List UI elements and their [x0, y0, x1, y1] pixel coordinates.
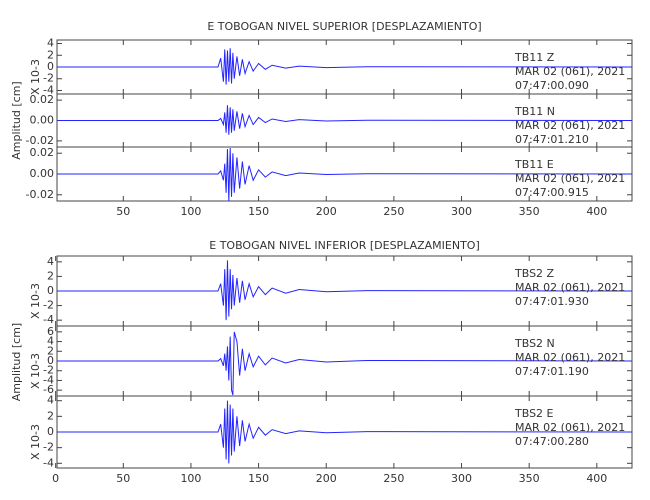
y-tick-label: 0 — [47, 284, 54, 297]
trace-station: TB11 N — [514, 105, 555, 118]
axis-multiplier: X 10-3 — [29, 59, 42, 95]
trace-date: MAR 02 (061), 2021 — [515, 172, 625, 185]
trace-date: MAR 02 (061), 2021 — [515, 421, 625, 434]
y-tick-label: 0.02 — [30, 93, 55, 106]
y-tick-label: 2 — [47, 269, 54, 282]
y-tick-label: 4 — [47, 255, 54, 268]
y-tick-label: 4 — [47, 37, 54, 50]
y-axis-label: Amplitud [cm] — [10, 81, 23, 159]
waveform — [57, 260, 633, 321]
x-tick-label: 150 — [248, 205, 269, 218]
y-tick-label: -4 — [43, 83, 54, 96]
waveform — [57, 48, 633, 85]
trace-date: MAR 02 (061), 2021 — [515, 351, 625, 364]
x-tick-label: 0 — [52, 472, 59, 485]
chart-title: E TOBOGAN NIVEL SUPERIOR [DESPLAZAMIENTO… — [207, 20, 481, 33]
trace-station: TBS2 E — [514, 407, 554, 420]
y-tick-label: 0.00 — [30, 167, 55, 180]
y-tick-label: 0 — [47, 425, 54, 438]
y-tick-label: -2 — [43, 364, 54, 377]
x-tick-label: 100 — [180, 472, 201, 485]
x-tick-label: 350 — [519, 472, 540, 485]
y-tick-label: -2 — [43, 441, 54, 454]
y-tick-label: 4 — [47, 394, 54, 407]
y-tick-label: 0.00 — [30, 114, 55, 127]
trace-station: TB11 E — [514, 158, 554, 171]
y-tick-label: 6 — [47, 325, 54, 338]
trace-time: 07:47:00.280 — [515, 435, 589, 448]
trace-time: 07:47:01.930 — [515, 295, 589, 308]
trace-station: TB11 Z — [514, 51, 555, 64]
x-tick-label: 350 — [519, 205, 540, 218]
trace-date: MAR 02 (061), 2021 — [515, 281, 625, 294]
y-tick-label: 4 — [47, 335, 54, 348]
trace-date: MAR 02 (061), 2021 — [515, 119, 625, 132]
x-tick-label: 200 — [316, 205, 337, 218]
x-tick-label: 150 — [248, 472, 269, 485]
waveform — [57, 105, 633, 135]
x-tick-label: 250 — [383, 205, 404, 218]
trace-station: TBS2 N — [514, 337, 555, 350]
y-tick-label: -4 — [43, 373, 54, 386]
trace-time: 07:47:00.915 — [515, 186, 589, 199]
x-tick-label: 300 — [451, 205, 472, 218]
y-tick-label: -0.02 — [26, 188, 54, 201]
trace-station: TBS2 Z — [514, 267, 555, 280]
y-tick-label: 0.02 — [30, 146, 55, 159]
y-tick-label: 2 — [47, 409, 54, 422]
axis-multiplier: X 10-3 — [29, 424, 42, 460]
y-tick-label: -6 — [43, 383, 54, 396]
trace-time: 07:47:01.210 — [515, 133, 589, 146]
y-tick-label: -2 — [43, 72, 54, 85]
x-tick-label: 50 — [116, 205, 130, 218]
y-tick-label: 0 — [47, 354, 54, 367]
trace-time: 07:47:01.190 — [515, 365, 589, 378]
axis-multiplier: X 10-3 — [29, 283, 42, 319]
y-tick-label: -4 — [43, 313, 54, 326]
y-tick-label: 2 — [47, 344, 54, 357]
x-tick-label: 300 — [451, 472, 472, 485]
waveform — [57, 400, 633, 464]
y-tick-label: -4 — [43, 456, 54, 469]
trace-time: 07:47:00.090 — [515, 79, 589, 92]
x-tick-label: 50 — [116, 472, 130, 485]
x-tick-label: 100 — [180, 205, 201, 218]
x-tick-label: 400 — [586, 472, 607, 485]
x-tick-label: 250 — [383, 472, 404, 485]
y-tick-label: -0.02 — [26, 134, 54, 147]
trace-date: MAR 02 (061), 2021 — [515, 65, 625, 78]
y-axis-label: Amplitud [cm] — [10, 323, 23, 401]
waveform — [57, 331, 633, 396]
waveform — [57, 148, 633, 202]
y-tick-label: -2 — [43, 299, 54, 312]
y-tick-label: 0 — [47, 60, 54, 73]
x-tick-label: 200 — [316, 472, 337, 485]
axis-multiplier: X 10-3 — [29, 353, 42, 389]
y-tick-label: 2 — [47, 48, 54, 61]
x-tick-label: 400 — [586, 205, 607, 218]
chart-title: E TOBOGAN NIVEL INFERIOR [DESPLAZAMIENTO… — [209, 239, 480, 252]
